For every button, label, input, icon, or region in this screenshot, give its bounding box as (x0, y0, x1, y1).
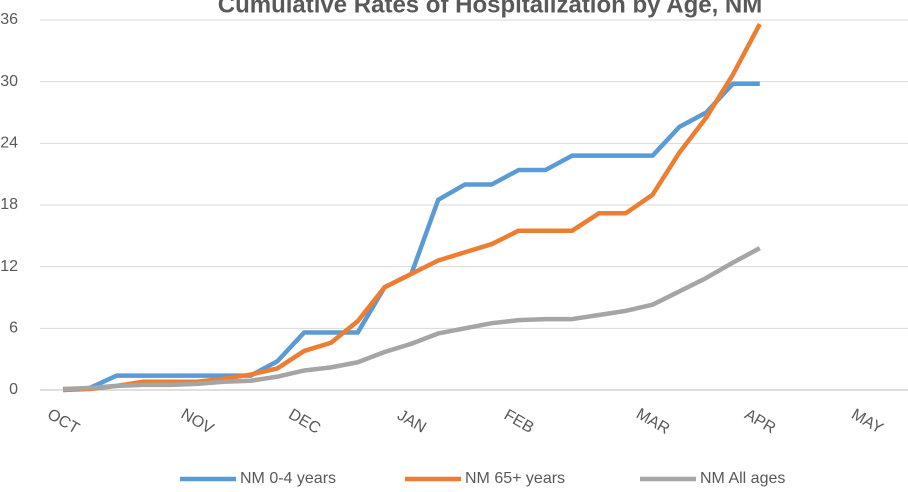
chart-title: Cumulative Rates of Hospitalization by A… (218, 0, 763, 18)
x-tick-label: DEC (285, 406, 323, 438)
y-tick-label: 18 (0, 196, 18, 213)
x-tick-label: FEB (501, 407, 536, 437)
x-tick-label: NOV (178, 406, 217, 438)
y-tick-label: 12 (0, 258, 18, 275)
y-tick-label: 6 (9, 320, 18, 337)
series-line (62, 23, 762, 393)
y-tick-label: 24 (0, 135, 18, 152)
y-tick-label: 36 (0, 11, 18, 28)
x-tick-label: JAN (394, 407, 429, 437)
x-tick-label: OCT (44, 406, 82, 438)
x-tick-label: APR (741, 406, 778, 437)
x-tick-label: MAY (848, 406, 886, 438)
legend-label: NM 0-4 years (240, 470, 336, 487)
series-line (62, 246, 761, 392)
y-tick-label: 30 (0, 73, 18, 90)
x-tick-label: MAR (633, 406, 672, 439)
y-tick-label: 0 (9, 381, 18, 398)
legend-label: NM All ages (700, 470, 785, 487)
legend-label: NM 65+ years (465, 470, 565, 487)
